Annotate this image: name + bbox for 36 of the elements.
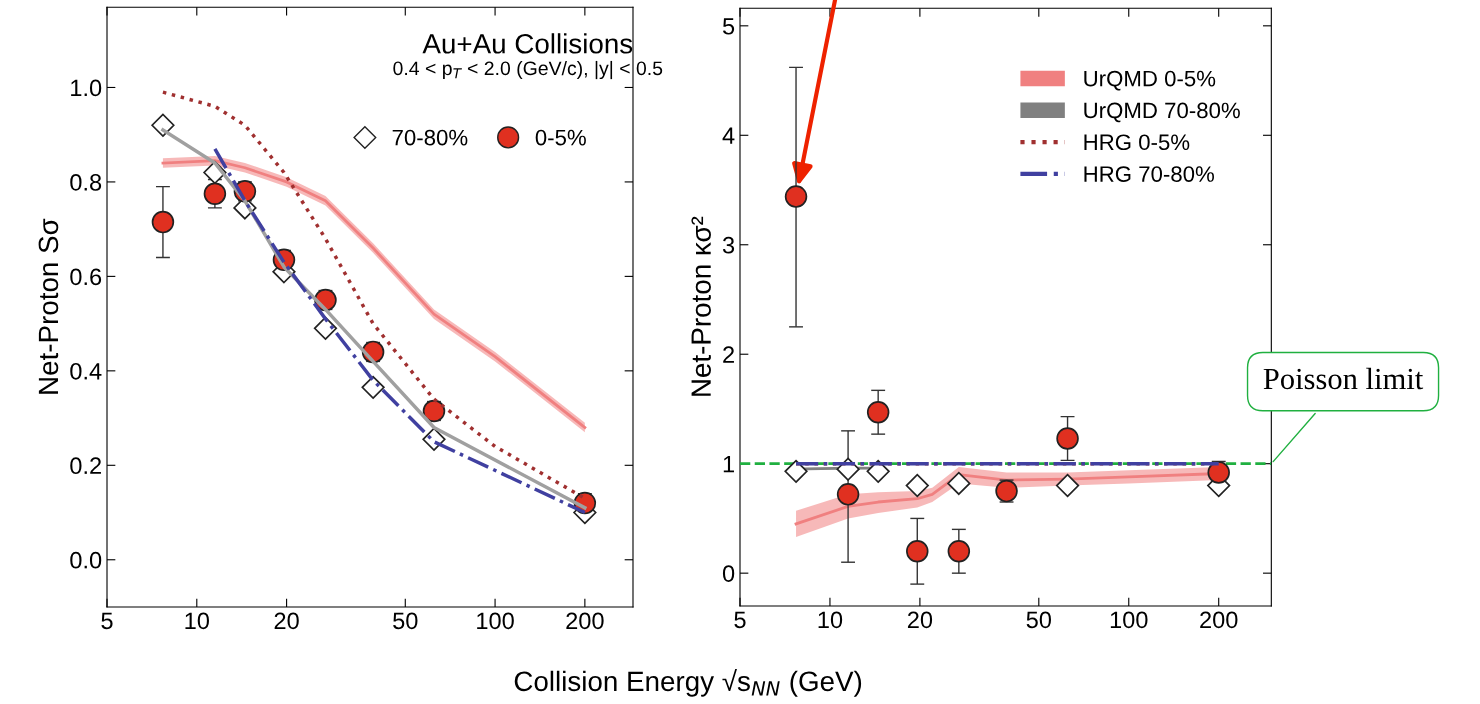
x-tick-label: 200: [566, 612, 604, 630]
x-tick-label: 200: [1200, 611, 1238, 629]
x-axis-title: Collision Energy √s$_{NN}$ (GeV): [514, 668, 862, 697]
y-tick-label: 1: [723, 456, 734, 473]
y-tick-label: 0.6: [70, 268, 102, 286]
legend-label: 0-5%: [535, 129, 586, 146]
y-tick-label: 3: [722, 236, 735, 254]
annotation: 0.4 < p$_{T}$ < 2.0 (GeV/c), |y| < 0.5: [393, 60, 663, 80]
y-tick-label: 4: [722, 127, 735, 144]
annotation: Au+Au Collisions: [422, 33, 633, 54]
x-tick-label: 20: [907, 611, 933, 629]
x-tick-label: 50: [393, 612, 418, 630]
y-tick-label: 0.8: [70, 174, 102, 191]
y-axis-title: Net-Proton κσ²: [691, 216, 711, 396]
legend-label: UrQMD 70-80%: [1084, 102, 1240, 123]
y-tick-label: 0.0: [70, 551, 102, 569]
legend-label: HRG 70-80%: [1084, 166, 1214, 182]
ref-line-label: Poisson limit: [1263, 367, 1424, 390]
x-tick-label: 10: [818, 611, 843, 629]
legend-label: UrQMD 0-5%: [1084, 70, 1216, 91]
y-tick-label: 2: [723, 346, 734, 363]
y-tick-label: 5: [722, 18, 735, 35]
x-tick-label: 5: [734, 611, 746, 629]
x-tick-label: 100: [1110, 611, 1148, 629]
y-tick-label: 1.0: [71, 79, 102, 97]
x-tick-label: 5: [101, 612, 113, 630]
y-tick-label: 0.4: [70, 362, 102, 380]
legend-label: HRG 0-5%: [1084, 134, 1190, 151]
x-tick-label: 50: [1026, 611, 1052, 629]
y-tick-label: 0.2: [70, 457, 101, 475]
y-tick-label: 0: [722, 565, 735, 582]
legend-label: 70-80%: [392, 129, 468, 146]
x-tick-label: 10: [185, 612, 209, 630]
y-axis-title: Net-Proton Sσ: [38, 218, 59, 394]
x-tick-label: 20: [274, 612, 299, 630]
x-tick-label: 100: [477, 612, 514, 630]
